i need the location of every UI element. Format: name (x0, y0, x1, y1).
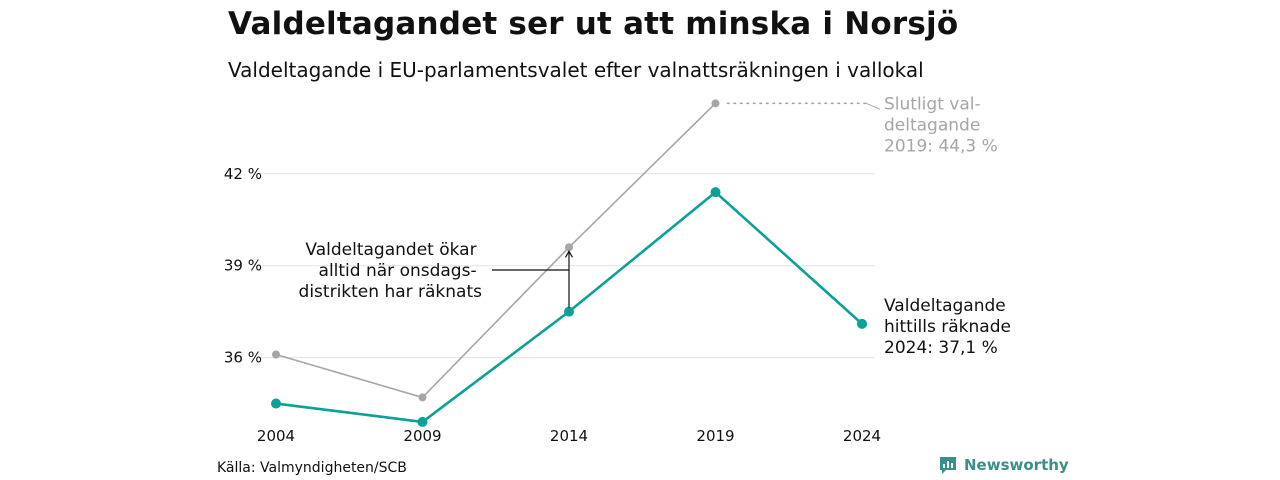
series-point-current-2014 (564, 306, 574, 317)
x-axis: 2004 2009 2014 2019 2024 (257, 427, 881, 445)
final-turnout-leader-tip (865, 102, 881, 110)
note-arrow-head (564, 250, 574, 258)
y-tick-label-42: 42 % (224, 165, 262, 183)
series-point-current-2009 (417, 416, 428, 427)
chart-title: Valdeltagandet ser ut att minska i Norsj… (228, 6, 959, 42)
grid-layer (258, 173, 875, 359)
x-tick-label-2009: 2009 (403, 427, 441, 445)
x-tick-label-2024: 2024 (843, 427, 881, 445)
series-point-current-2024 (857, 318, 867, 329)
x-tick-label-2019: 2019 (696, 427, 734, 445)
note-label-line-2: alltid när onsdags- (319, 261, 477, 281)
final-turnout-label-line-1: Slutligt val- (884, 94, 981, 114)
annotation-layer: Slutligt val- deltagande 2019: 44,3 % Va… (299, 94, 1016, 358)
current-turnout-label-line-2: hittills räknade (884, 317, 1011, 337)
series-point-current-2004 (271, 398, 281, 409)
y-axis: 36 % 39 % 42 % (224, 165, 262, 367)
newsworthy-logo-icon (940, 457, 956, 474)
y-tick-label-36: 36 % (224, 349, 262, 367)
series-point-final-2019 (711, 99, 720, 108)
source-note: Källa: Valmyndigheten/SCB (217, 460, 407, 476)
chart-subtitle: Valdeltagande i EU-parlamentsvalet efter… (228, 58, 924, 82)
brand-name: Newsworthy (964, 456, 1069, 474)
current-turnout-label-line-3: 2024: 37,1 % (884, 338, 998, 358)
current-turnout-label-line-1: Valdeltagande (884, 296, 1006, 316)
brand-logo: Newsworthy (938, 455, 1069, 475)
y-tick-label-39: 39 % (224, 257, 262, 275)
series-point-final-2009 (418, 393, 427, 402)
series-line-final (275, 102, 717, 399)
series-layer (271, 99, 867, 427)
series-point-final-2014 (565, 243, 573, 252)
current-turnout-label: Valdeltagande hittills räknade 2024: 37,… (884, 296, 1016, 358)
note-label-line-3: distrikten har räknats (299, 282, 483, 302)
series-point-current-2019 (710, 187, 721, 198)
x-tick-label-2014: 2014 (550, 427, 588, 445)
x-tick-label-2004: 2004 (257, 427, 295, 445)
final-turnout-label: Slutligt val- deltagande 2019: 44,3 % (884, 94, 998, 156)
series-point-final-2004 (272, 350, 280, 359)
final-turnout-label-line-2: deltagande (884, 115, 980, 135)
note-label: Valdeltagandet ökar alltid när onsdags- … (299, 240, 483, 302)
note-label-line-1: Valdeltagandet ökar (305, 240, 476, 260)
final-turnout-label-line-3: 2019: 44,3 % (884, 136, 998, 156)
